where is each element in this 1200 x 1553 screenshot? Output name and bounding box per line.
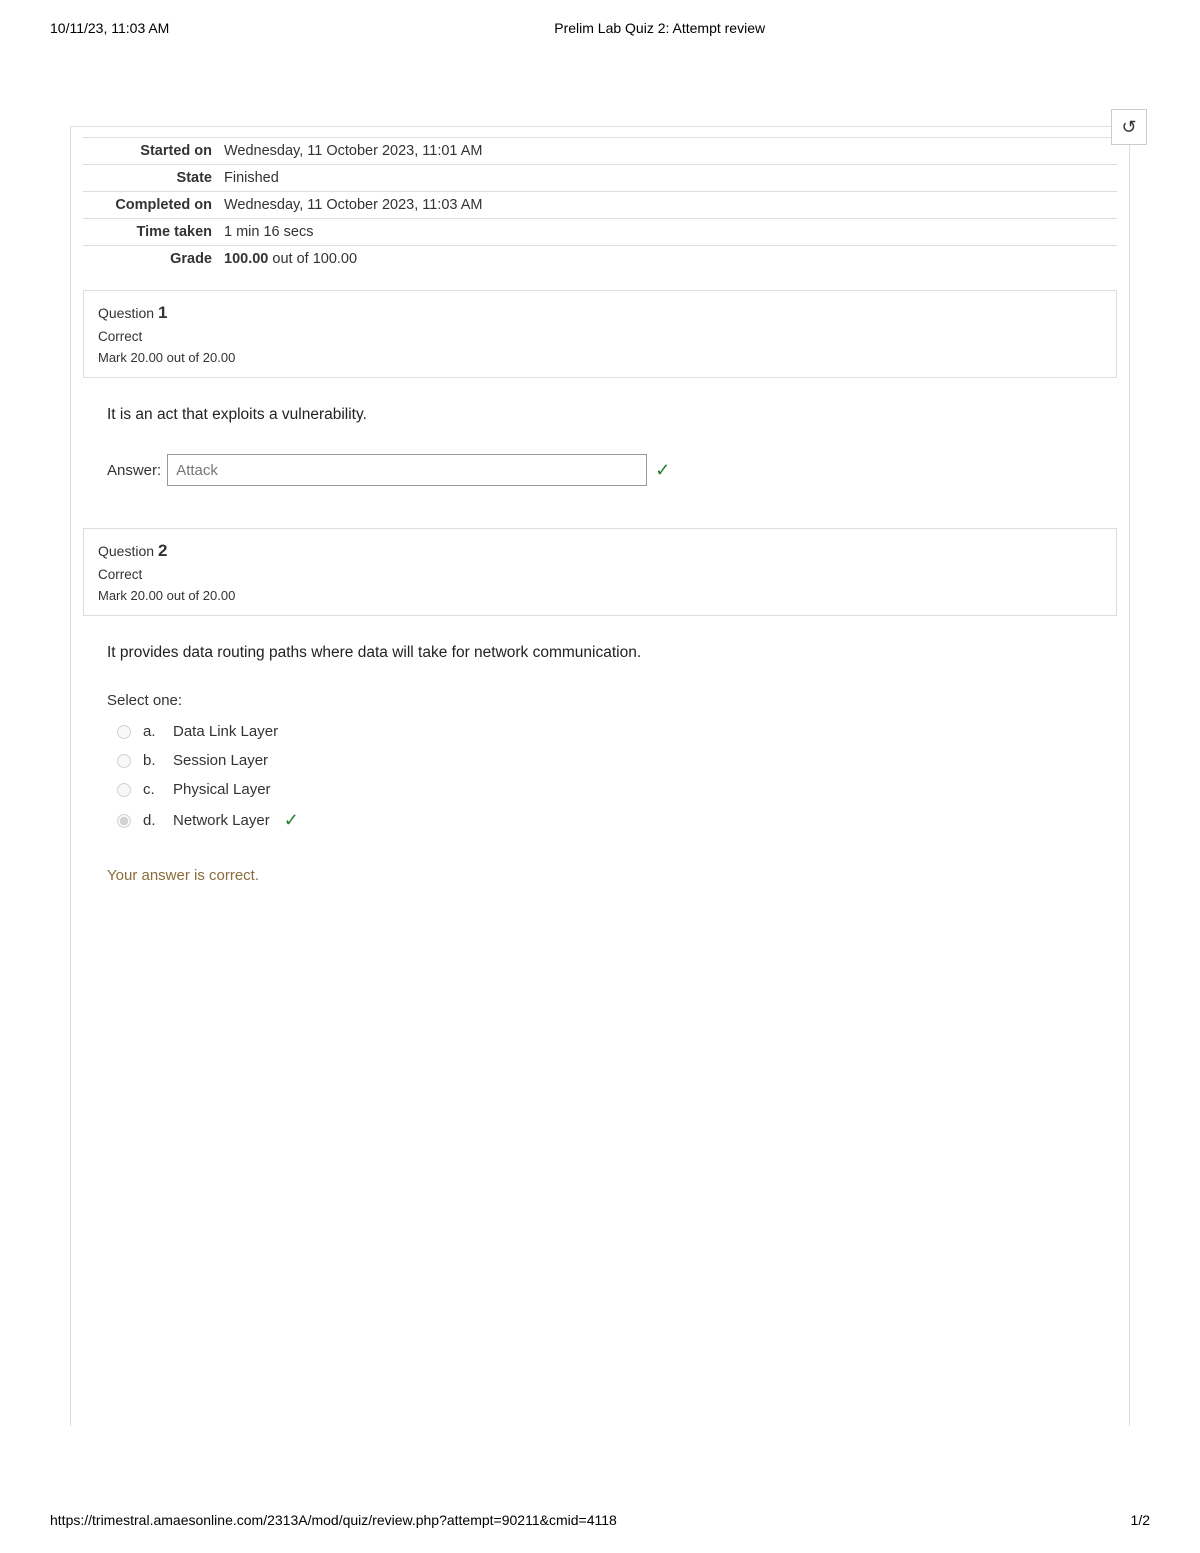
option-label: Session Layer <box>173 752 268 769</box>
summary-row: Started onWednesday, 11 October 2023, 11… <box>83 138 1117 165</box>
print-header: 10/11/23, 11:03 AM Prelim Lab Quiz 2: At… <box>0 0 1200 36</box>
question-text: It provides data routing paths where dat… <box>107 644 1103 662</box>
question-number: 1 <box>158 303 167 322</box>
print-footer: https://trimestral.amaesonline.com/2313A… <box>50 1512 1150 1528</box>
option-row: d. Network Layer ✓ <box>117 810 1103 831</box>
summary-label: Started on <box>83 138 218 165</box>
print-title: Prelim Lab Quiz 2: Attempt review <box>554 20 765 36</box>
question-2-header: Question 2 Correct Mark 20.00 out of 20.… <box>83 528 1117 616</box>
option-radio[interactable] <box>117 783 131 797</box>
summary-row: Grade100.00 out of 100.00 <box>83 246 1117 273</box>
summary-label: Completed on <box>83 192 218 219</box>
select-one-label: Select one: <box>107 692 1103 709</box>
check-icon: ✓ <box>284 810 299 831</box>
option-letter: d. <box>143 812 161 829</box>
option-row: c. Physical Layer <box>117 781 1103 798</box>
question-number: 2 <box>158 541 167 560</box>
answer-feedback: Your answer is correct. <box>107 867 1103 884</box>
option-radio[interactable] <box>117 725 131 739</box>
summary-value: 100.00 out of 100.00 <box>218 246 1117 273</box>
answer-input[interactable] <box>167 454 647 486</box>
option-label: Physical Layer <box>173 781 271 798</box>
history-button[interactable]: ↺ <box>1111 109 1147 145</box>
option-label: Network Layer <box>173 812 270 829</box>
summary-row: Completed onWednesday, 11 October 2023, … <box>83 192 1117 219</box>
answer-label: Answer: <box>107 462 161 479</box>
print-page: 1/2 <box>1131 1512 1150 1528</box>
option-letter: a. <box>143 723 161 740</box>
answer-row: Answer: ✓ <box>107 454 1103 486</box>
question-status: Correct <box>98 329 1102 344</box>
page-content: ↺ Started onWednesday, 11 October 2023, … <box>70 126 1130 1426</box>
question-2-content: It provides data routing paths where dat… <box>83 634 1117 908</box>
summary-row: Time taken1 min 16 secs <box>83 219 1117 246</box>
summary-value: 1 min 16 secs <box>218 219 1117 246</box>
summary-row: StateFinished <box>83 165 1117 192</box>
print-url: https://trimestral.amaesonline.com/2313A… <box>50 1512 617 1528</box>
question-status: Correct <box>98 567 1102 582</box>
question-mark: Mark 20.00 out of 20.00 <box>98 588 1102 603</box>
summary-label: Grade <box>83 246 218 273</box>
summary-label: Time taken <box>83 219 218 246</box>
summary-value: Wednesday, 11 October 2023, 11:03 AM <box>218 192 1117 219</box>
option-letter: c. <box>143 781 161 798</box>
summary-label: State <box>83 165 218 192</box>
history-icon: ↺ <box>1121 117 1136 138</box>
summary-value: Finished <box>218 165 1117 192</box>
question-1-header: Question 1 Correct Mark 20.00 out of 20.… <box>83 290 1117 378</box>
question-text: It is an act that exploits a vulnerabili… <box>107 406 1103 424</box>
summary-value: Wednesday, 11 October 2023, 11:01 AM <box>218 138 1117 165</box>
option-radio[interactable] <box>117 754 131 768</box>
option-label: Data Link Layer <box>173 723 278 740</box>
option-radio[interactable] <box>117 814 131 828</box>
option-letter: b. <box>143 752 161 769</box>
question-heading: Question 2 <box>98 541 1102 561</box>
question-mark: Mark 20.00 out of 20.00 <box>98 350 1102 365</box>
question-1-content: It is an act that exploits a vulnerabili… <box>83 396 1117 510</box>
option-row: a. Data Link Layer <box>117 723 1103 740</box>
check-icon: ✓ <box>655 460 670 481</box>
question-heading: Question 1 <box>98 303 1102 323</box>
options-list: a. Data Link Layer b. Session Layer c. Physic… <box>117 723 1103 831</box>
option-row: b. Session Layer <box>117 752 1103 769</box>
print-datetime: 10/11/23, 11:03 AM <box>50 20 169 36</box>
attempt-summary-table: Started onWednesday, 11 October 2023, 11… <box>83 137 1117 272</box>
